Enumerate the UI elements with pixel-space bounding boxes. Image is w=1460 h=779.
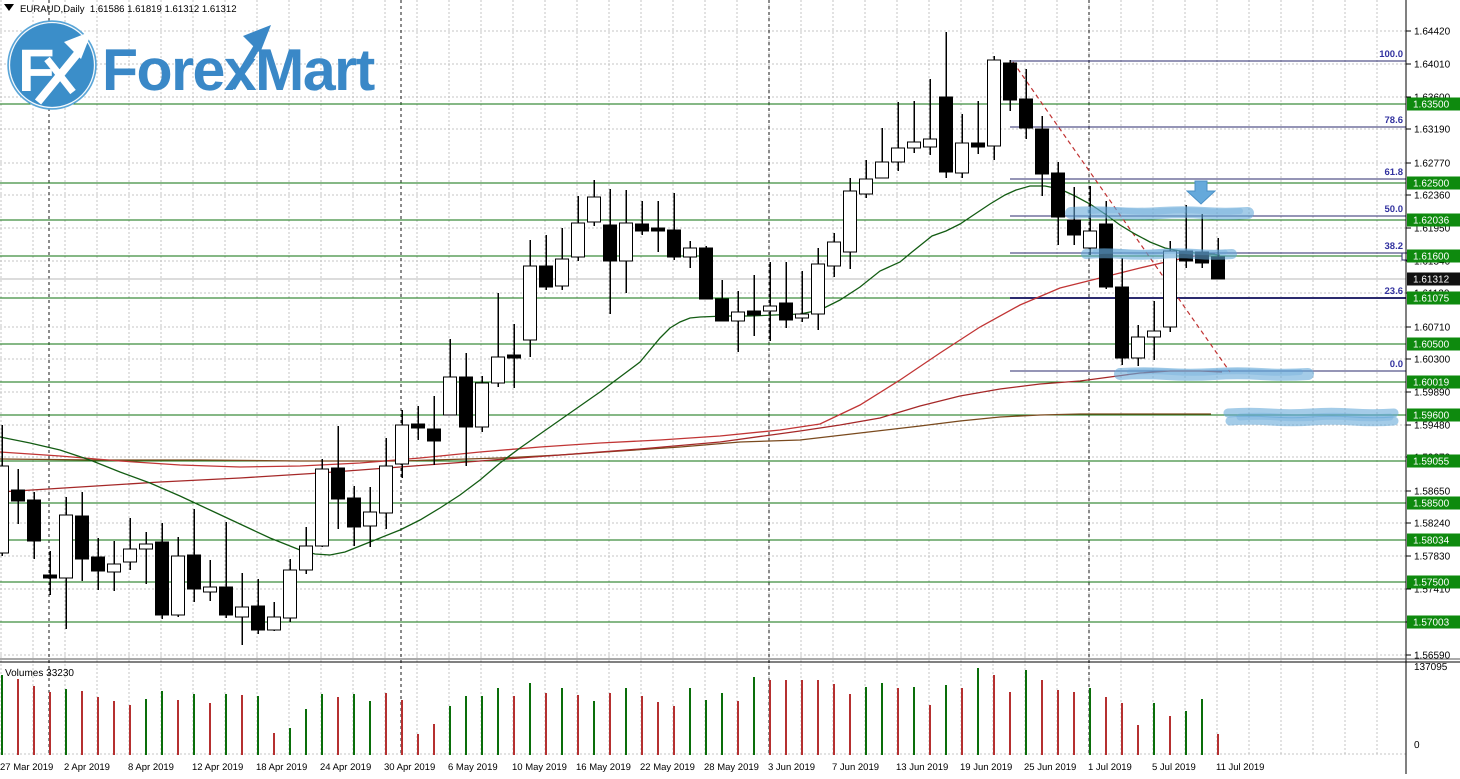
svg-text:1.61950: 1.61950 xyxy=(1414,224,1451,235)
svg-text:6 May 2019: 6 May 2019 xyxy=(448,762,498,773)
svg-text:1.62360: 1.62360 xyxy=(1414,191,1451,202)
svg-text:18 Apr 2019: 18 Apr 2019 xyxy=(256,762,307,773)
svg-text:1.59600: 1.59600 xyxy=(1413,411,1450,422)
svg-text:1.60300: 1.60300 xyxy=(1414,355,1451,366)
svg-text:1.59480: 1.59480 xyxy=(1414,421,1451,432)
svg-text:1.63190: 1.63190 xyxy=(1414,125,1451,136)
svg-text:50.0: 50.0 xyxy=(1385,204,1404,215)
svg-text:78.6: 78.6 xyxy=(1385,115,1404,126)
svg-text:11 Jul 2019: 11 Jul 2019 xyxy=(1216,762,1264,773)
svg-text:Volumes 33230: Volumes 33230 xyxy=(5,668,74,679)
svg-text:1.56590: 1.56590 xyxy=(1414,651,1451,662)
svg-text:1.57830: 1.57830 xyxy=(1414,552,1451,563)
svg-text:1.62036: 1.62036 xyxy=(1413,216,1450,227)
svg-text:27 Mar 2019: 27 Mar 2019 xyxy=(0,762,53,773)
svg-text:5 Jul 2019: 5 Jul 2019 xyxy=(1152,762,1196,773)
svg-text:61.8: 61.8 xyxy=(1385,167,1404,178)
svg-text:1.58500: 1.58500 xyxy=(1413,499,1450,510)
svg-text:1.61600: 1.61600 xyxy=(1413,252,1450,263)
svg-text:1.59890: 1.59890 xyxy=(1414,388,1451,399)
svg-text:10 May 2019: 10 May 2019 xyxy=(512,762,567,773)
svg-text:EURAUD,Daily 1.61586 1.61819: EURAUD,Daily 1.61586 1.61819 1.61312 1.6… xyxy=(20,4,237,15)
svg-text:23.6: 23.6 xyxy=(1385,286,1404,297)
svg-text:137095: 137095 xyxy=(1414,662,1448,673)
svg-text:1.61312: 1.61312 xyxy=(1413,275,1450,286)
svg-text:1.57500: 1.57500 xyxy=(1413,578,1450,589)
svg-text:38.2: 38.2 xyxy=(1385,241,1404,252)
svg-text:1.63500: 1.63500 xyxy=(1413,100,1450,111)
svg-text:25 Jun 2019: 25 Jun 2019 xyxy=(1024,762,1076,773)
svg-text:8 Apr 2019: 8 Apr 2019 xyxy=(128,762,174,773)
svg-text:1.62500: 1.62500 xyxy=(1413,179,1450,190)
svg-text:1.64010: 1.64010 xyxy=(1414,60,1451,71)
svg-text:1.60500: 1.60500 xyxy=(1413,340,1450,351)
svg-text:2 Apr 2019: 2 Apr 2019 xyxy=(64,762,110,773)
svg-text:19 Jun 2019: 19 Jun 2019 xyxy=(960,762,1012,773)
svg-text:1.64420: 1.64420 xyxy=(1414,27,1451,38)
svg-text:1.58650: 1.58650 xyxy=(1414,487,1451,498)
svg-text:1.57003: 1.57003 xyxy=(1413,618,1450,629)
svg-text:7 Jun 2019: 7 Jun 2019 xyxy=(832,762,879,773)
svg-text:1.59055: 1.59055 xyxy=(1413,457,1450,468)
svg-text:100.0: 100.0 xyxy=(1379,49,1403,60)
svg-text:1 Jul 2019: 1 Jul 2019 xyxy=(1088,762,1132,773)
svg-text:1.58034: 1.58034 xyxy=(1413,536,1450,547)
svg-text:28 May 2019: 28 May 2019 xyxy=(704,762,759,773)
svg-text:ForexMart: ForexMart xyxy=(102,37,375,103)
svg-text:3 Jun 2019: 3 Jun 2019 xyxy=(768,762,815,773)
svg-text:24 Apr 2019: 24 Apr 2019 xyxy=(320,762,371,773)
svg-text:1.62770: 1.62770 xyxy=(1414,159,1451,170)
svg-text:1.57410: 1.57410 xyxy=(1414,585,1451,596)
svg-text:0: 0 xyxy=(1414,740,1420,751)
svg-text:1.60710: 1.60710 xyxy=(1414,323,1451,334)
svg-text:1.60019: 1.60019 xyxy=(1413,378,1450,389)
svg-text:1.58240: 1.58240 xyxy=(1414,519,1451,530)
svg-text:16 May 2019: 16 May 2019 xyxy=(576,762,631,773)
svg-text:30 Apr 2019: 30 Apr 2019 xyxy=(384,762,435,773)
svg-text:22 May 2019: 22 May 2019 xyxy=(640,762,695,773)
svg-text:1.61075: 1.61075 xyxy=(1413,294,1450,305)
svg-text:0.0: 0.0 xyxy=(1390,359,1403,370)
svg-text:12 Apr 2019: 12 Apr 2019 xyxy=(192,762,243,773)
svg-text:13 Jun 2019: 13 Jun 2019 xyxy=(896,762,948,773)
